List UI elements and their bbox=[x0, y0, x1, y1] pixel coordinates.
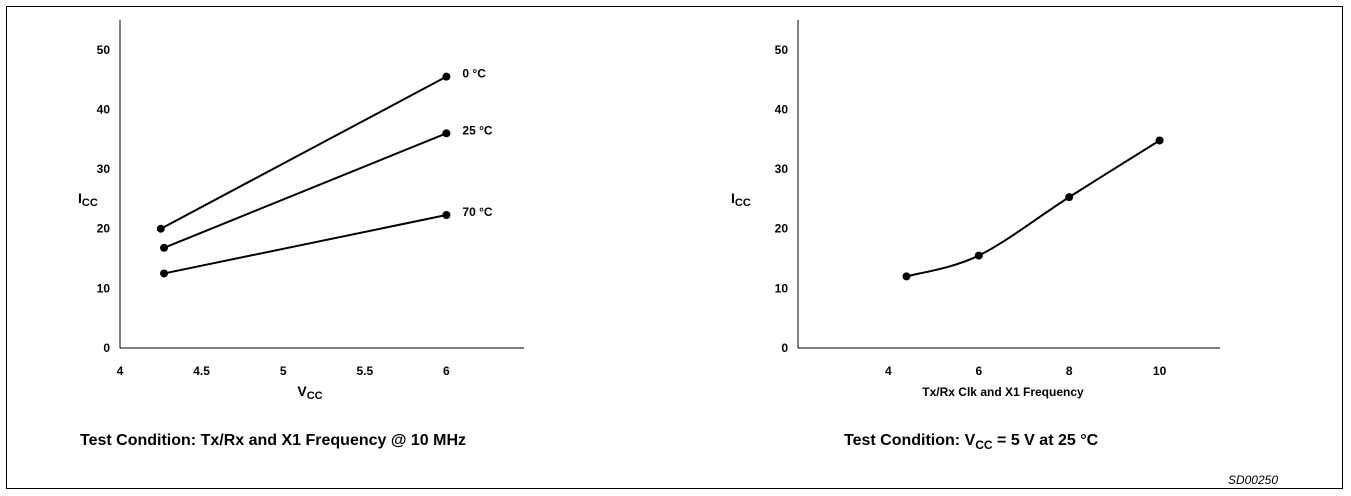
data-points bbox=[156, 72, 451, 278]
y-axis-title: ICC bbox=[731, 190, 751, 209]
series-lines bbox=[160, 75, 447, 275]
series-label: 70 °C bbox=[462, 205, 492, 219]
y-tick-label: 0 bbox=[781, 341, 788, 355]
left-caption: Test Condition: Tx/Rx and X1 Frequency @… bbox=[80, 432, 466, 449]
data-point bbox=[902, 272, 911, 281]
right-caption-suffix: = 5 V at 25 °C bbox=[993, 432, 1099, 449]
series-label: 25 °C bbox=[462, 123, 492, 137]
y-tick-label: 10 bbox=[97, 281, 111, 295]
y-tick-label: 40 bbox=[775, 102, 789, 116]
data-point bbox=[160, 243, 169, 252]
y-axis-title-main: I bbox=[731, 190, 735, 206]
x-axis-title-main: V bbox=[297, 383, 307, 399]
y-tick-label: 50 bbox=[775, 43, 789, 57]
series-label: 0 °C bbox=[462, 67, 486, 81]
y-axis-title: ICC bbox=[78, 190, 98, 209]
right-caption-prefix: Test Condition: V bbox=[844, 432, 976, 449]
series-line bbox=[163, 132, 447, 249]
y-tick-label: 40 bbox=[97, 102, 111, 116]
x-tick-label: 6 bbox=[443, 364, 450, 378]
y-tick-label: 20 bbox=[775, 222, 789, 236]
x-axis-title: Tx/Rx Clk and X1 Frequency bbox=[922, 385, 1084, 399]
y-tick-labels: 0 10 20 30 40 50 bbox=[775, 43, 789, 355]
data-point bbox=[1065, 193, 1074, 202]
x-axis-title: VCC bbox=[297, 383, 322, 402]
x-tick-label: 10 bbox=[1153, 364, 1167, 378]
data-points bbox=[902, 136, 1164, 281]
y-tick-label: 30 bbox=[775, 162, 789, 176]
data-point bbox=[160, 269, 169, 278]
series-line bbox=[160, 75, 447, 230]
x-tick-label: 5.5 bbox=[356, 364, 373, 378]
x-tick-label: 5 bbox=[280, 364, 287, 378]
data-point bbox=[156, 224, 165, 233]
data-point bbox=[442, 72, 451, 81]
right-caption-sub: CC bbox=[975, 438, 993, 452]
series-line bbox=[906, 139, 1161, 278]
y-tick-label: 10 bbox=[775, 281, 789, 295]
y-axis-title-sub: CC bbox=[735, 197, 751, 209]
series-labels: 0 °C 25 °C 70 °C bbox=[462, 67, 492, 219]
right-caption: Test Condition: VCC = 5 V at 25 °C bbox=[844, 432, 1099, 452]
figure-id: SD00250 bbox=[1228, 473, 1278, 487]
x-tick-label: 6 bbox=[975, 364, 982, 378]
data-point bbox=[974, 251, 983, 260]
figure-frame bbox=[6, 6, 1343, 489]
y-axis-title-sub: CC bbox=[82, 197, 98, 209]
y-tick-label: 50 bbox=[97, 43, 111, 57]
series-lines bbox=[906, 139, 1161, 278]
y-tick-label: 20 bbox=[97, 222, 111, 236]
x-tick-label: 4 bbox=[117, 364, 124, 378]
series-line bbox=[163, 214, 447, 275]
y-tick-labels: 0 10 20 30 40 50 bbox=[97, 43, 111, 355]
x-tick-label: 4.5 bbox=[193, 364, 210, 378]
y-tick-label: 0 bbox=[103, 341, 110, 355]
y-axis-title-main: I bbox=[78, 190, 82, 206]
data-point bbox=[442, 129, 451, 138]
x-tick-labels: 4 4.5 5 5.5 6 bbox=[117, 364, 450, 378]
data-point bbox=[442, 211, 451, 220]
x-axis-title-sub: CC bbox=[307, 390, 323, 402]
x-tick-label: 4 bbox=[885, 364, 892, 378]
x-tick-label: 8 bbox=[1066, 364, 1073, 378]
x-tick-labels: 4 6 8 10 bbox=[885, 364, 1167, 378]
y-tick-label: 30 bbox=[97, 162, 111, 176]
data-point bbox=[1155, 136, 1164, 145]
